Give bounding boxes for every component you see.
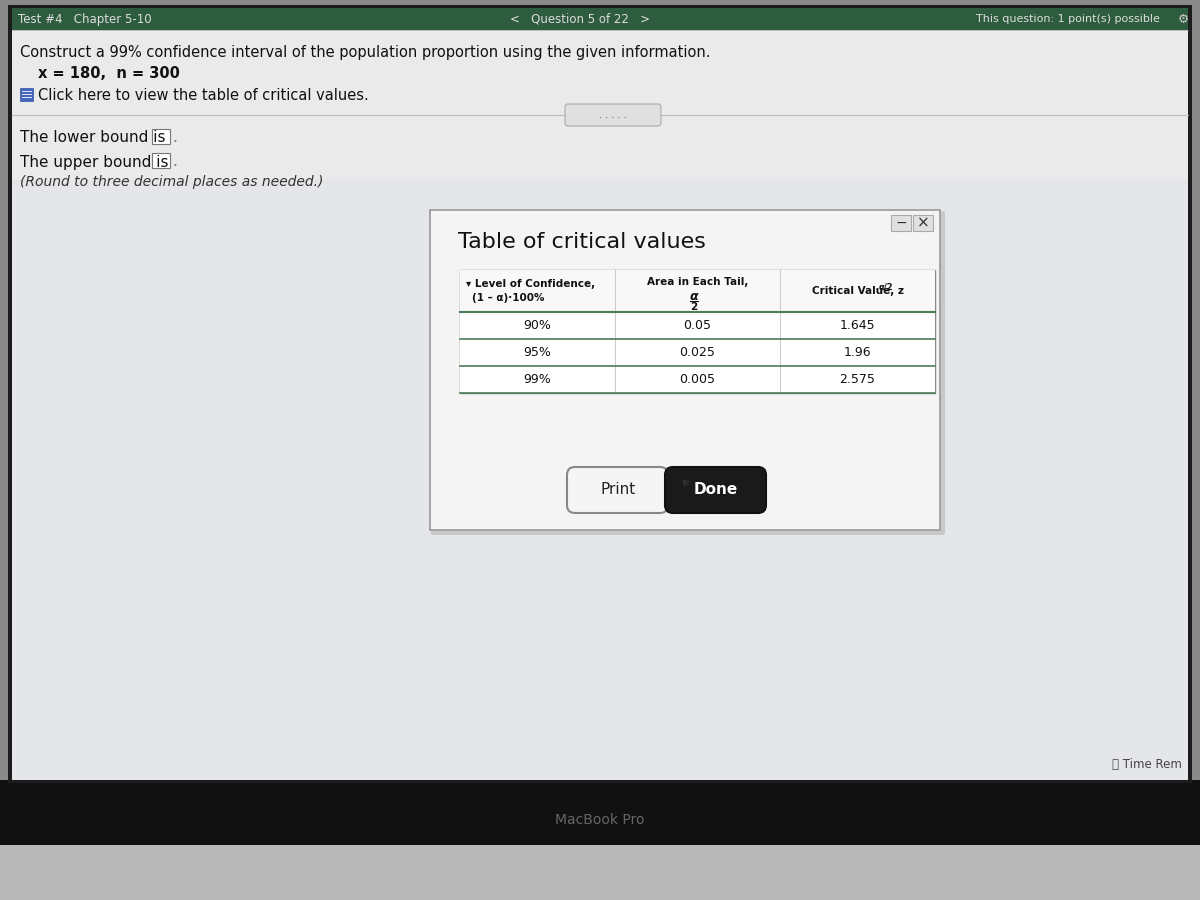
Bar — [460, 312, 935, 339]
FancyBboxPatch shape — [430, 210, 940, 530]
Text: The upper bound is: The upper bound is — [20, 155, 168, 169]
Text: This question: 1 point(s) possible: This question: 1 point(s) possible — [976, 14, 1160, 24]
Text: 0.025: 0.025 — [679, 346, 715, 359]
Text: 2.575: 2.575 — [840, 373, 876, 386]
Bar — [0, 780, 1200, 845]
Text: Area in Each Tail,: Area in Each Tail, — [647, 277, 748, 287]
Polygon shape — [12, 350, 1188, 530]
Bar — [12, 8, 1188, 30]
Text: α/2: α/2 — [878, 283, 893, 292]
FancyBboxPatch shape — [890, 215, 911, 231]
Text: Critical Value, z: Critical Value, z — [811, 286, 904, 296]
Text: 1.96: 1.96 — [844, 346, 871, 359]
Bar — [0, 840, 1200, 900]
Text: α: α — [689, 290, 698, 302]
Text: (1 – α)·100%: (1 – α)·100% — [472, 293, 545, 303]
Bar — [12, 30, 1188, 180]
Text: <   Question 5 of 22   >: < Question 5 of 22 > — [510, 13, 650, 25]
Text: 2: 2 — [690, 302, 697, 312]
Text: Done: Done — [694, 482, 738, 498]
Bar — [12, 30, 1188, 780]
Text: 95%: 95% — [523, 346, 552, 359]
Text: Construct a 99% confidence interval of the population proportion using the given: Construct a 99% confidence interval of t… — [20, 44, 710, 59]
Text: ⓘ Time Rem: ⓘ Time Rem — [1112, 759, 1182, 771]
Text: . . . . .: . . . . . — [599, 110, 626, 120]
Text: −: − — [895, 216, 907, 230]
Polygon shape — [12, 130, 1188, 310]
Text: 0.005: 0.005 — [679, 373, 715, 386]
Text: 99%: 99% — [523, 373, 551, 386]
FancyBboxPatch shape — [665, 467, 766, 513]
Text: Click here to view the table of critical values.: Click here to view the table of critical… — [38, 87, 368, 103]
Text: 0.05: 0.05 — [684, 319, 712, 332]
Text: Table of critical values: Table of critical values — [458, 232, 706, 252]
FancyBboxPatch shape — [568, 467, 668, 513]
Bar — [460, 270, 935, 393]
Text: ▾ Level of Confidence,: ▾ Level of Confidence, — [466, 279, 595, 289]
Bar — [12, 8, 1188, 780]
FancyBboxPatch shape — [565, 104, 661, 126]
Polygon shape — [12, 570, 1188, 750]
FancyBboxPatch shape — [913, 215, 934, 231]
FancyBboxPatch shape — [152, 153, 170, 168]
Text: (Round to three decimal places as needed.): (Round to three decimal places as needed… — [20, 175, 323, 189]
Text: 1.645: 1.645 — [840, 319, 875, 332]
Bar — [8, 5, 1192, 783]
Polygon shape — [12, 460, 1188, 640]
Text: x = 180,  n = 300: x = 180, n = 300 — [38, 67, 180, 82]
Text: Test #4   Chapter 5-10: Test #4 Chapter 5-10 — [18, 13, 151, 25]
FancyBboxPatch shape — [431, 211, 946, 535]
FancyBboxPatch shape — [152, 129, 170, 144]
Text: .: . — [172, 154, 176, 168]
Text: The lower bound is: The lower bound is — [20, 130, 166, 146]
Polygon shape — [12, 20, 1188, 200]
Text: ⚙: ⚙ — [1177, 13, 1189, 25]
Bar — [460, 270, 935, 312]
Bar — [20, 88, 34, 101]
Polygon shape — [12, 240, 1188, 420]
Text: MacBook Pro: MacBook Pro — [556, 813, 644, 827]
Bar — [460, 339, 935, 366]
Text: Print: Print — [600, 482, 636, 498]
Bar — [460, 366, 935, 393]
Text: ×: × — [917, 215, 929, 230]
Text: 90%: 90% — [523, 319, 552, 332]
Text: .: . — [172, 130, 176, 145]
